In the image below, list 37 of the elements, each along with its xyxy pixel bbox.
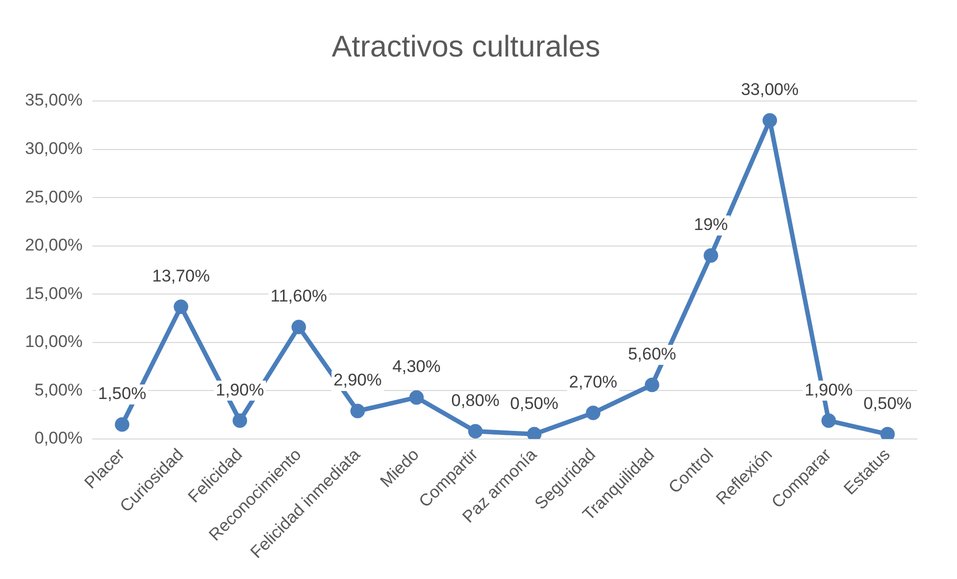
- data-label: 0,50%: [510, 394, 558, 413]
- point: [468, 424, 483, 439]
- point: [409, 390, 424, 405]
- point: [232, 413, 248, 428]
- data-label: 2,90%: [334, 370, 382, 390]
- point: [291, 320, 306, 334]
- y-tick-label: 0,00%: [34, 428, 83, 448]
- y-tick-label: 30,00%: [24, 138, 83, 158]
- point: [880, 426, 895, 440]
- point: [644, 378, 660, 392]
- data-label: 33,00%: [740, 80, 799, 99]
- y-tick-label: 5,00%: [34, 380, 83, 400]
- y-tick-label: 10,00%: [24, 332, 83, 352]
- point: [114, 417, 130, 432]
- point: [762, 113, 778, 128]
- data-label: 0,80%: [451, 390, 500, 410]
- y-tick-label: 20,00%: [24, 236, 83, 255]
- data-label: 19%: [694, 215, 728, 234]
- point: [350, 404, 365, 418]
- chart-title: Atractivos culturales: [332, 30, 600, 64]
- y-tick-label: 15,00%: [24, 284, 83, 303]
- data-label: 0,50%: [863, 394, 912, 413]
- data-label: 5,60%: [628, 344, 676, 364]
- point: [704, 248, 718, 263]
- point: [821, 413, 836, 428]
- data-label: 1,90%: [804, 380, 853, 400]
- data-label: 2,70%: [569, 372, 618, 392]
- y-tick-label: 25,00%: [24, 187, 83, 206]
- point: [586, 406, 600, 420]
- point: [527, 426, 542, 440]
- data-label: 11,60%: [270, 286, 327, 306]
- data-label: 4,30%: [392, 357, 441, 376]
- point: [174, 299, 188, 314]
- y-tick-label: 35,00%: [24, 90, 83, 110]
- data-label: 13,70%: [152, 266, 210, 286]
- data-label: 1,90%: [216, 380, 264, 400]
- data-label: 1,50%: [98, 384, 146, 404]
